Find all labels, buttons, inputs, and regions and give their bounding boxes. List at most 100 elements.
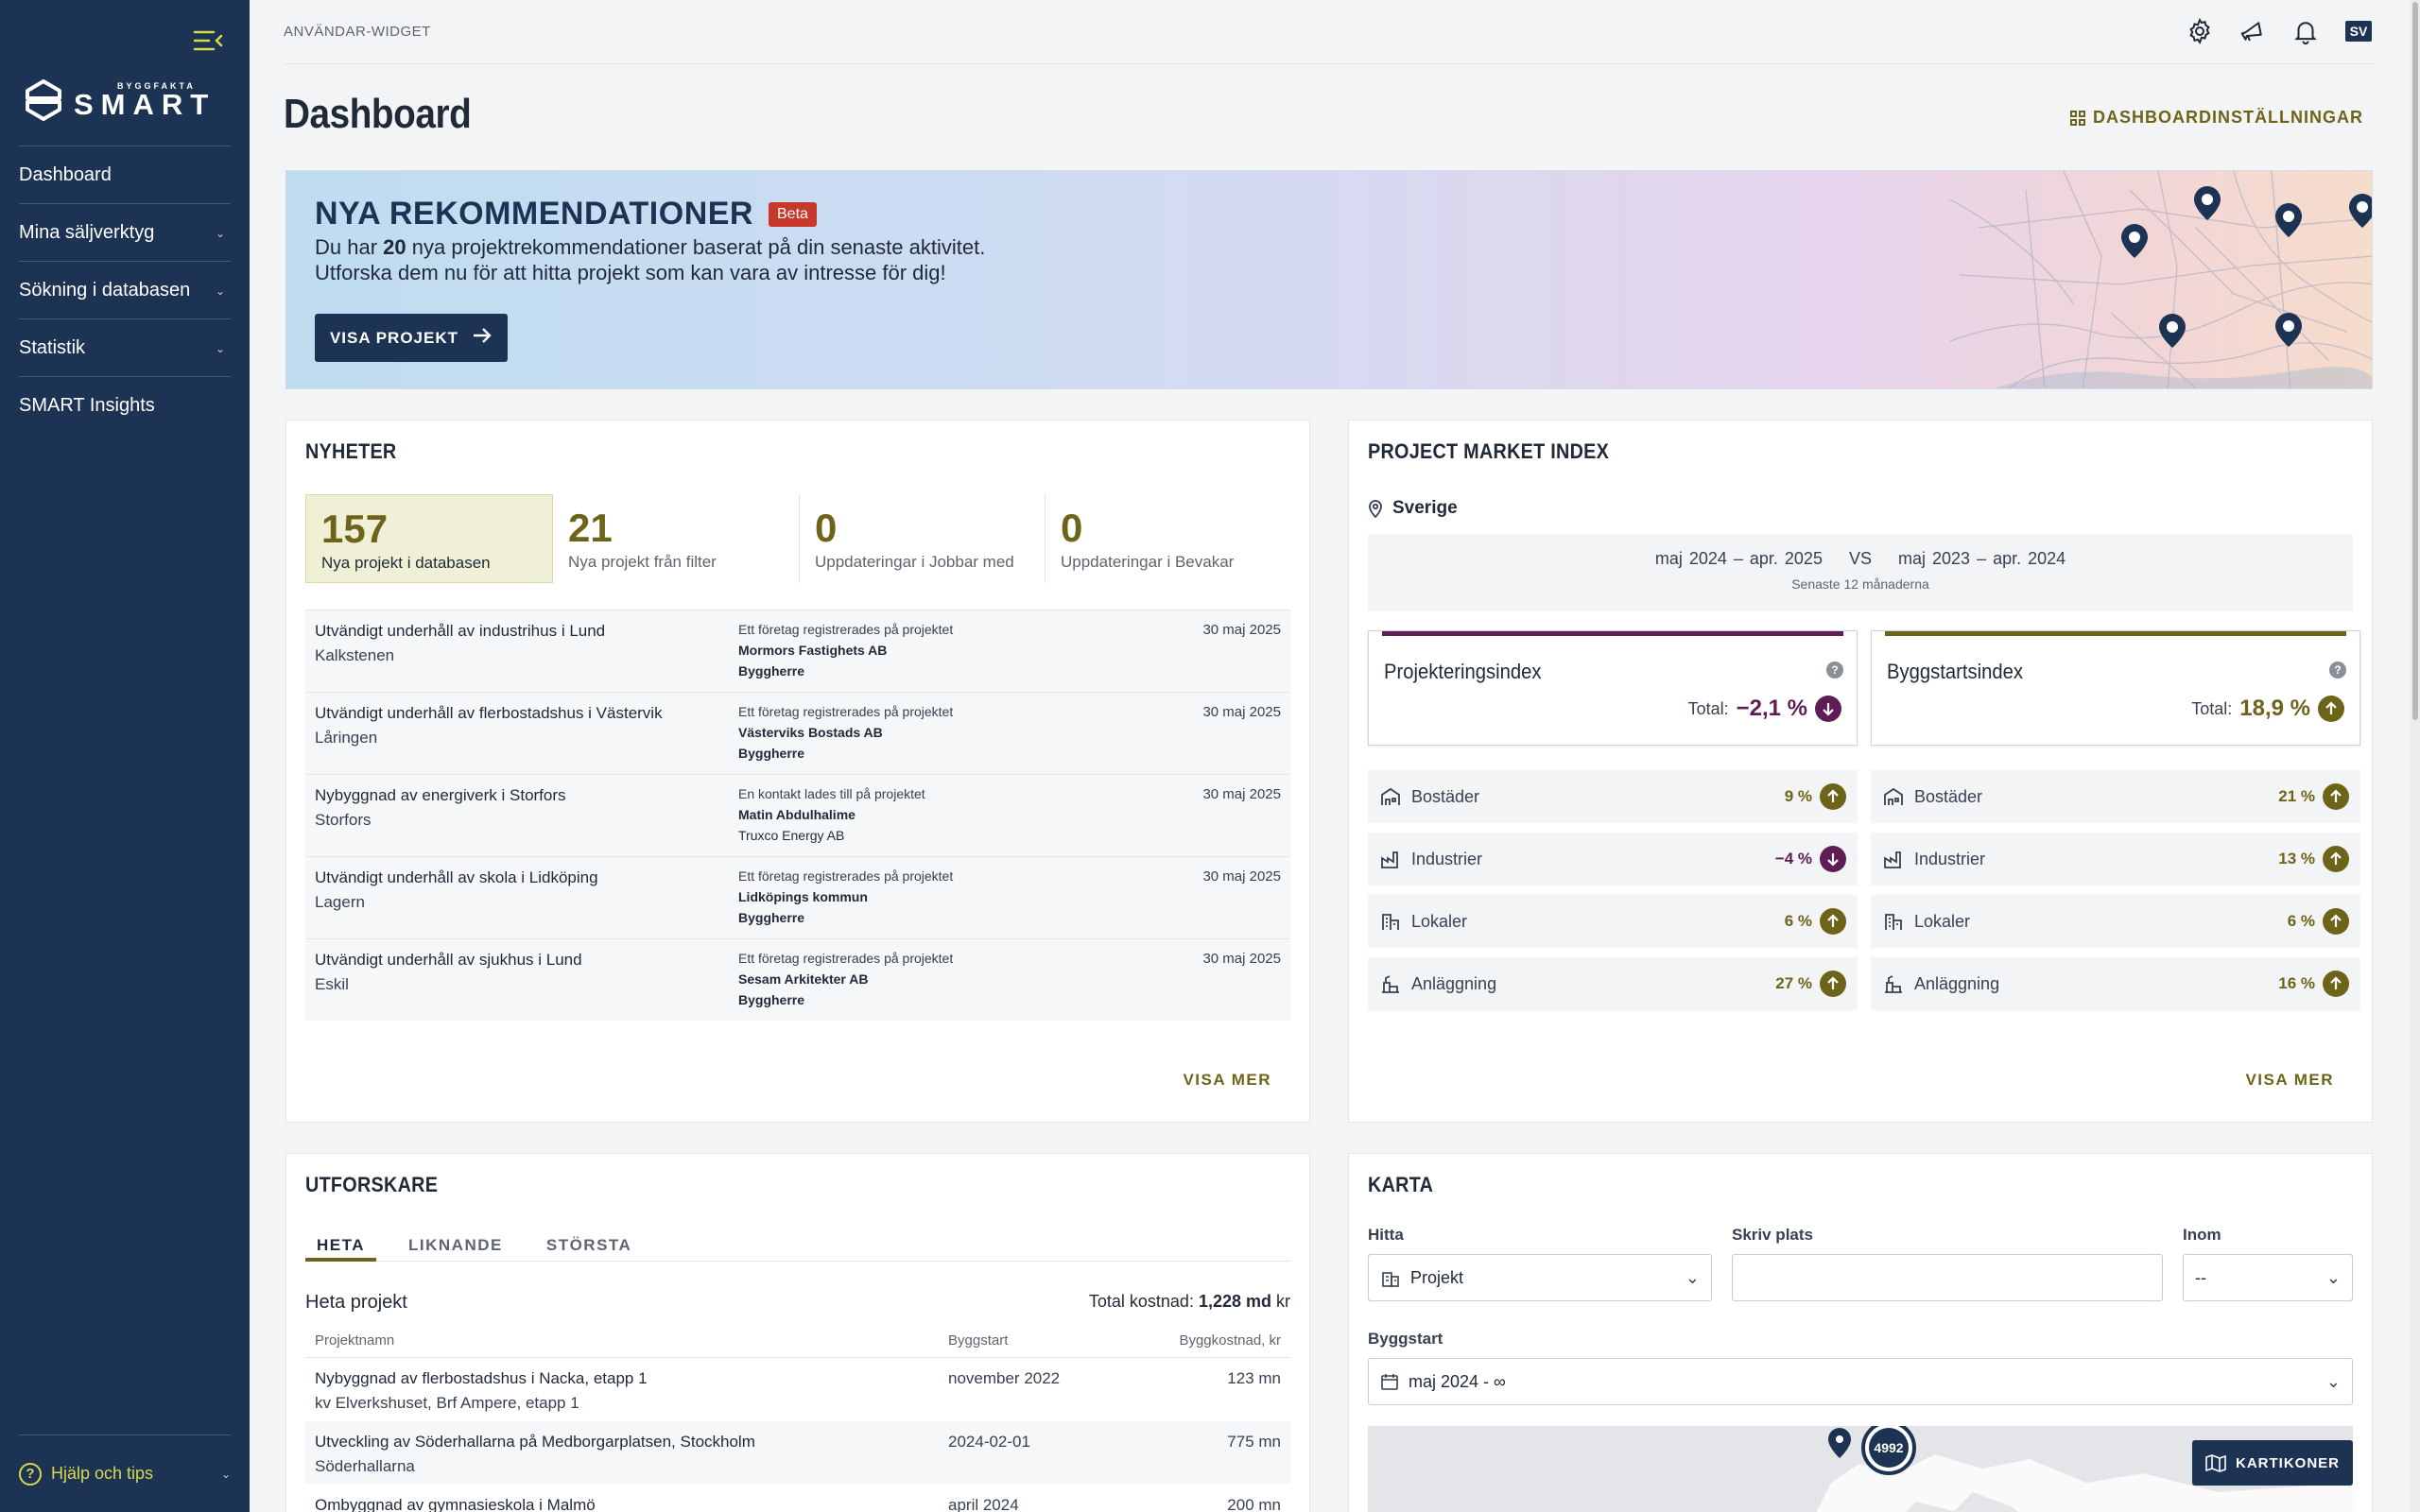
explorer-card: UTFORSKARE HETA LIKNANDE STÖRSTA Heta pr… bbox=[285, 1153, 1310, 1512]
map-preview[interactable]: 4992 bbox=[1368, 1426, 2353, 1512]
news-company[interactable]: Lidköpings kommun bbox=[738, 889, 868, 904]
news-role: Truxco Energy AB bbox=[738, 828, 845, 843]
project-start: april 2024 bbox=[948, 1496, 1019, 1512]
dashboard-settings-button[interactable]: DASHBOARDINSTÄLLNINGAR bbox=[2070, 108, 2363, 128]
gear-icon[interactable] bbox=[2184, 15, 2216, 47]
index-category-row[interactable]: Bostäder 9 % bbox=[1368, 770, 1858, 823]
language-selector[interactable]: SV bbox=[2342, 15, 2375, 47]
news-event-text: Ett företag registrerades på projektet bbox=[738, 868, 954, 884]
index-category-row[interactable]: Lokaler 6 % bbox=[1871, 895, 2360, 948]
news-date: 30 maj 2025 bbox=[1202, 786, 1281, 802]
arrow-up-icon bbox=[2323, 908, 2349, 935]
page-title: Dashboard bbox=[284, 91, 472, 137]
tab-storsta[interactable]: STÖRSTA bbox=[545, 1236, 632, 1254]
find-select[interactable]: Projekt ⌄ bbox=[1368, 1254, 1712, 1301]
project-name[interactable]: Ombyggnad av gymnasieskola i Malmö bbox=[315, 1496, 596, 1512]
news-company[interactable]: Sesam Arkitekter AB bbox=[738, 971, 869, 987]
stat-new-projects[interactable]: 157 Nya projekt i databasen bbox=[305, 494, 553, 583]
arrow-right-icon bbox=[472, 327, 493, 349]
period-previous: maj 2023 – apr. 2024 bbox=[1898, 549, 2066, 568]
show-projects-button[interactable]: VISA PROJEKT bbox=[315, 314, 508, 362]
news-project-title[interactable]: Utvändigt underhåll av flerbostadshus i … bbox=[315, 704, 663, 722]
stat-filter-projects[interactable]: 21 Nya projekt från filter bbox=[553, 494, 799, 583]
banner-text-1: Du har 20 nya projektrekommendationer ba… bbox=[315, 235, 985, 260]
breadcrumb[interactable]: ANVÄNDAR-WIDGET bbox=[284, 24, 431, 40]
news-list: Utvändigt underhåll av industrihus i Lun… bbox=[305, 610, 1290, 1021]
news-item[interactable]: Utvändigt underhåll av flerbostadshus i … bbox=[305, 692, 1290, 774]
sidebar-item-sales-tools[interactable]: Mina säljverktyg ⌄ bbox=[19, 203, 231, 261]
news-company[interactable]: Mormors Fastighets AB bbox=[738, 643, 888, 658]
megaphone-icon[interactable] bbox=[2237, 15, 2269, 47]
news-project-title[interactable]: Utvändigt underhåll av skola i Lidköping bbox=[315, 868, 598, 886]
total-cost-value: 1,228 md bbox=[1198, 1292, 1271, 1311]
index-category-row[interactable]: Anläggning 16 % bbox=[1871, 957, 2360, 1010]
column-header-start[interactable]: Byggstart bbox=[948, 1332, 1009, 1349]
map-marker-icon[interactable] bbox=[1825, 1426, 1854, 1460]
table-row[interactable]: Nybyggnad av flerbostadshus i Nacka, eta… bbox=[305, 1358, 1290, 1421]
within-select[interactable]: -- ⌄ bbox=[2183, 1254, 2353, 1301]
stat-working-updates[interactable]: 0 Uppdateringar i Jobbar med bbox=[799, 494, 1045, 583]
news-company[interactable]: Västerviks Bostads AB bbox=[738, 725, 883, 740]
news-role: Byggherre bbox=[738, 746, 805, 761]
project-name[interactable]: Nybyggnad av flerbostadshus i Nacka, eta… bbox=[315, 1369, 648, 1387]
news-item[interactable]: Utvändigt underhåll av sjukhus i Lund Esk… bbox=[305, 938, 1290, 1021]
news-item[interactable]: Nybyggnad av energiverk i Storfors Storfo… bbox=[305, 774, 1290, 856]
help-icon[interactable]: ? bbox=[1826, 662, 1843, 679]
find-label: Hitta bbox=[1368, 1226, 1404, 1244]
news-project-subtitle: Låringen bbox=[315, 729, 378, 747]
news-project-title[interactable]: Utvändigt underhåll av industrihus i Lun… bbox=[315, 622, 606, 640]
sidebar-item-statistics[interactable]: Statistik ⌄ bbox=[19, 318, 231, 376]
index-category-row[interactable]: Industrier 13 % bbox=[1871, 833, 2360, 885]
news-show-more-link[interactable]: VISA MER bbox=[1183, 1071, 1271, 1089]
sidebar-item-label: Mina säljverktyg bbox=[19, 221, 155, 243]
map-cluster[interactable]: 4992 bbox=[1861, 1426, 1916, 1475]
map-icons-button[interactable]: KARTIKONER bbox=[2192, 1440, 2353, 1486]
pmi-show-more-link[interactable]: VISA MER bbox=[2245, 1071, 2334, 1089]
stat-watching-updates[interactable]: 0 Uppdateringar i Bevakar bbox=[1045, 494, 1290, 583]
start-date-select[interactable]: maj 2024 - ∞ ⌄ bbox=[1368, 1358, 2353, 1405]
help-icon[interactable]: ? bbox=[2329, 662, 2346, 679]
tab-liknande[interactable]: LIKNANDE bbox=[408, 1236, 503, 1254]
page-scrollbar[interactable] bbox=[2411, 0, 2420, 1512]
stat-label: Uppdateringar i Jobbar med bbox=[815, 553, 1014, 571]
within-label: Inom bbox=[2183, 1226, 2221, 1244]
logo[interactable]: BYGGFAKTA SMART bbox=[25, 77, 223, 123]
index-category-row[interactable]: Industrier −4 % bbox=[1368, 833, 1858, 885]
pmi-location[interactable]: Sverige bbox=[1368, 498, 1458, 519]
chevron-down-icon: ⌄ bbox=[220, 1467, 231, 1481]
table-row[interactable]: Utveckling av Söderhallarna på Medborgar… bbox=[305, 1421, 1290, 1485]
news-project-title[interactable]: Nybyggnad av energiverk i Storfors bbox=[315, 786, 566, 804]
tab-heta[interactable]: HETA bbox=[305, 1229, 377, 1262]
column-header-cost[interactable]: Byggkostnad, kr bbox=[1179, 1332, 1281, 1349]
help-and-tips[interactable]: ? Hjälp och tips ⌄ bbox=[19, 1435, 231, 1512]
news-item[interactable]: Utvändigt underhåll av skola i Lidköping… bbox=[305, 856, 1290, 938]
news-role: Byggherre bbox=[738, 910, 805, 925]
news-event-text: Ett företag registrerades på projektet bbox=[738, 622, 954, 637]
scrollbar-thumb[interactable] bbox=[2412, 2, 2418, 720]
period-note: Senaste 12 månaderna bbox=[1791, 576, 1929, 592]
location-pin-icon bbox=[1369, 500, 1382, 518]
sidebar-item-smart-insights[interactable]: SMART Insights bbox=[19, 376, 231, 434]
banner-text-2: Utforska dem nu för att hitta projekt so… bbox=[315, 261, 946, 284]
sidebar-item-dashboard[interactable]: Dashboard bbox=[19, 146, 231, 203]
news-company[interactable]: Matin Abdulhalime bbox=[738, 807, 856, 822]
stat-value: 157 bbox=[321, 507, 389, 551]
news-event-text: Ett företag registrerades på projektet bbox=[738, 951, 954, 966]
bell-icon[interactable] bbox=[2290, 15, 2322, 47]
news-card: NYHETER 157 Nya projekt i databasen 21 Nya… bbox=[285, 420, 1310, 1123]
project-name[interactable]: Utveckling av Söderhallarna på Medborgar… bbox=[315, 1433, 755, 1451]
index-category-row[interactable]: Lokaler 6 % bbox=[1368, 895, 1858, 948]
collapse-menu-icon[interactable] bbox=[193, 28, 223, 53]
news-project-title[interactable]: Utvändigt underhåll av sjukhus i Lund bbox=[315, 951, 582, 969]
map-icons-label: KARTIKONER bbox=[2236, 1454, 2340, 1471]
index-category-row[interactable]: Anläggning 27 % bbox=[1368, 957, 1858, 1010]
column-header-name[interactable]: Projektnamn bbox=[315, 1332, 395, 1349]
project-subtitle: kv Elverkshuset, Brf Ampere, etapp 1 bbox=[315, 1394, 579, 1412]
table-row[interactable]: Ombyggnad av gymnasieskola i Malmö april … bbox=[305, 1485, 1290, 1512]
category-value: 13 % bbox=[2278, 850, 2315, 868]
sidebar-item-database-search[interactable]: Sökning i databasen ⌄ bbox=[19, 261, 231, 318]
news-item[interactable]: Utvändigt underhåll av industrihus i Lun… bbox=[305, 610, 1290, 692]
index-category-row[interactable]: Bostäder 21 % bbox=[1871, 770, 2360, 823]
premises-icon bbox=[1882, 910, 1905, 933]
place-input[interactable] bbox=[1732, 1254, 2163, 1301]
